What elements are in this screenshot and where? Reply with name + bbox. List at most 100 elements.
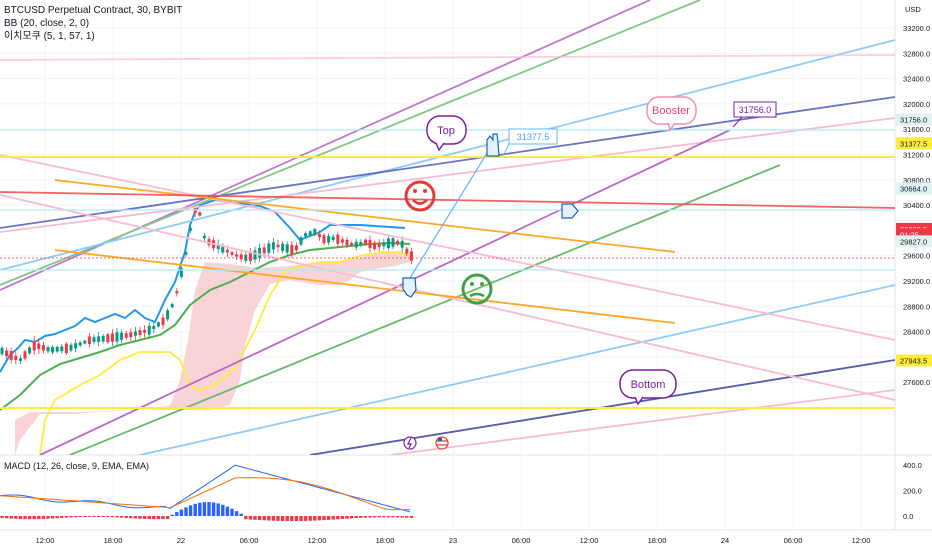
- bottom-callout[interactable]: Bottom: [619, 369, 677, 406]
- neutral-face-icon[interactable]: [461, 273, 493, 305]
- macd-bar: [267, 516, 271, 521]
- navy-trend-line-1: [0, 96, 895, 229]
- macd-bar: [285, 516, 289, 522]
- macd-bar: [331, 516, 335, 520]
- macd-bar: [391, 516, 395, 518]
- candle-body: [51, 346, 55, 353]
- macd-bar: [110, 516, 115, 518]
- macd-bar: [175, 512, 179, 516]
- macd-bar: [101, 516, 105, 517]
- macd-bar: [152, 516, 156, 520]
- candle-body: [396, 240, 400, 245]
- time-tick-label: 18:00: [376, 536, 395, 545]
- candle-body: [133, 331, 137, 336]
- candle-body: [110, 333, 114, 342]
- price-tags: 31756.031377.530664.030022.501:2529827.0…: [896, 113, 932, 367]
- macd-bar: [253, 516, 257, 520]
- price-tag-bg: [896, 113, 932, 126]
- price-tick-label: 31200.0: [903, 151, 930, 160]
- candle-body: [391, 238, 395, 247]
- macd-bar: [336, 516, 340, 520]
- macd-bar: [161, 516, 165, 520]
- target-box-2[interactable]: 31756.0: [732, 101, 777, 128]
- price-tick-label: 28400.0: [903, 328, 930, 337]
- projection-arrow-line: [409, 144, 493, 279]
- macd-bar: [377, 516, 381, 518]
- macd-bar: [322, 516, 326, 521]
- time-axis[interactable]: 12:00 18:00 22 06:00 12:00 18:00 23 06:00 12:00 1…: [36, 536, 871, 545]
- macd-bar: [27, 516, 32, 520]
- macd-bar: [354, 516, 358, 519]
- candle-body: [285, 244, 289, 253]
- macd-bar: [294, 516, 299, 522]
- candle-body: [359, 241, 363, 245]
- pink-trend-line-2: [389, 389, 895, 455]
- ichimoku-lead-line: [39, 251, 411, 455]
- price-tag-label: 31377.5: [900, 139, 927, 148]
- price-axis[interactable]: 33200.0 32800.0 32400.0 32000.0 31600.0 31200…: [903, 24, 930, 387]
- top-callout[interactable]: Top: [426, 115, 467, 152]
- ichimoku-cloud: [15, 252, 410, 455]
- macd-bar: [96, 516, 101, 517]
- us-flag-icon[interactable]: [435, 436, 449, 450]
- booster-callout[interactable]: Booster: [646, 96, 697, 132]
- time-tick-label: 24: [721, 536, 729, 545]
- macd-bar: [395, 516, 400, 518]
- time-tick-label: 12:00: [852, 536, 871, 545]
- price-tag-bg: [896, 354, 932, 367]
- time-tick-label: 23: [449, 536, 457, 545]
- pointing-hand-icon-down[interactable]: [402, 277, 417, 298]
- price-tick-label: 30800.0: [903, 176, 930, 185]
- symbol-title[interactable]: BTCUSD Perpetual Contract, 30, BYBIT: [4, 5, 183, 16]
- candle-body: [377, 243, 381, 248]
- candle-body: [331, 236, 335, 241]
- macd-bar: [184, 507, 188, 516]
- candle-body: [87, 336, 91, 344]
- indicator-macd-label[interactable]: MACD (12, 26, close, 9, EMA, EMA): [4, 461, 150, 471]
- price-tag-label: 01:25: [900, 230, 919, 239]
- blue-trend-line-1: [0, 39, 895, 271]
- candle-body: [382, 242, 386, 247]
- macd-bar: [211, 502, 216, 516]
- macd-bar: [78, 516, 82, 517]
- candle-body: [327, 235, 331, 243]
- indicator-bb-label[interactable]: BB (20, close, 2, 0): [4, 18, 90, 29]
- macd-bar: [363, 516, 368, 518]
- event-marker-icon[interactable]: [403, 436, 417, 450]
- price-tick-label: 33200.0: [903, 24, 930, 33]
- target-box-1[interactable]: 31377.5: [502, 128, 558, 157]
- candle-body: [409, 251, 413, 261]
- candle-body: [69, 344, 73, 351]
- price-tick-label: 30400.0: [903, 201, 930, 210]
- macd-bar: [280, 516, 285, 521]
- candle-body: [299, 237, 303, 245]
- pointing-hand-icon-up[interactable]: [486, 133, 500, 157]
- candle-body: [235, 254, 239, 257]
- candle-body: [202, 235, 206, 239]
- candle-body: [386, 238, 390, 249]
- smile-face-icon[interactable]: [404, 180, 436, 212]
- macd-bar: [202, 502, 207, 516]
- main-pane[interactable]: [0, 0, 895, 455]
- pointing-hand-icon-right[interactable]: [561, 203, 579, 219]
- macd-axis[interactable]: 400.0 200.0 0.0: [903, 461, 922, 521]
- candle-body: [281, 243, 285, 251]
- ichimoku-base-line: [0, 241, 411, 411]
- macd-bar: [405, 516, 409, 518]
- candle-body: [0, 347, 4, 355]
- time-tick-label: 22: [177, 536, 185, 545]
- candle-body: [253, 250, 257, 260]
- candle-body: [152, 325, 156, 329]
- price-candles: [0, 204, 413, 365]
- macd-bar: [340, 516, 345, 519]
- bottom-callout-label: Bottom: [631, 379, 666, 391]
- indicator-ichimoku-label[interactable]: 이치모쿠 (5, 1, 57, 1): [4, 31, 95, 42]
- macd-bar: [64, 516, 69, 518]
- candle-body: [276, 244, 280, 248]
- candle-body: [368, 240, 372, 248]
- macd-bar: [349, 516, 354, 519]
- candle-body: [138, 330, 142, 335]
- candle-body: [271, 242, 275, 250]
- macd-bar: [271, 516, 276, 521]
